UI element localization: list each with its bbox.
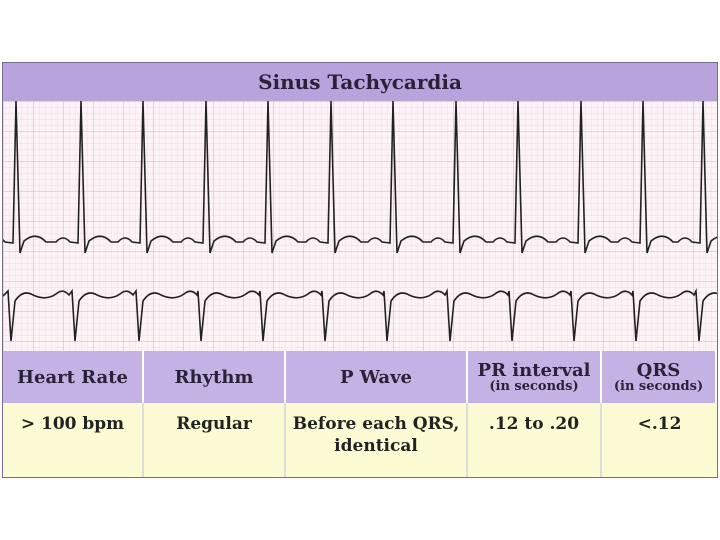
cell: Regular [144, 403, 286, 477]
header-cell: P Wave [286, 351, 468, 403]
header-cell: Heart Rate [3, 351, 144, 403]
figure: Sinus Tachycardia Heart Rate Rhythm P Wave… [2, 62, 718, 478]
ecg-trace-lower [3, 287, 717, 342]
header-label: QRS [636, 359, 681, 381]
table: Heart Rate Rhythm P Wave PR interval (in sec… [3, 351, 717, 477]
ecg-strip [3, 101, 717, 351]
cell: <.12 [602, 403, 717, 477]
header-cell: Rhythm [144, 351, 286, 403]
header-label: PR interval [477, 359, 591, 381]
header-note: (in seconds) [613, 378, 704, 394]
title: Sinus Tachycardia [3, 63, 717, 101]
cell: > 100 bpm [3, 403, 144, 477]
header-cell: QRS (in seconds) [602, 351, 717, 403]
ecg-trace-upper [3, 101, 717, 254]
header-note: (in seconds) [489, 378, 579, 394]
cell: Before each QRS, identical [286, 403, 468, 477]
header-label: P Wave [339, 366, 413, 388]
header-label: Heart Rate [17, 366, 128, 388]
grid [3, 101, 717, 351]
header-label: Rhythm [174, 366, 254, 388]
header-cell: PR interval (in seconds) [468, 351, 602, 403]
cell: .12 to .20 [468, 403, 602, 477]
